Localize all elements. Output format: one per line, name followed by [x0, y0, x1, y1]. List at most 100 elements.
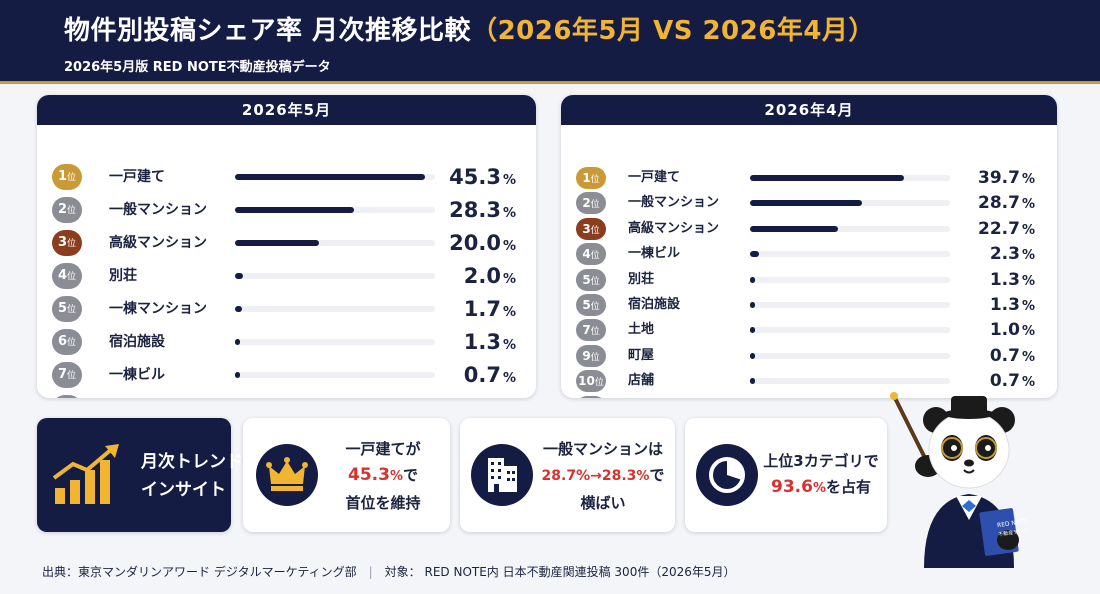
ranking-row: 5位 別荘 1.3% [561, 265, 1057, 295]
panel-title-april: 2026年4月 [561, 95, 1057, 125]
rank-number: 7 [57, 367, 68, 382]
value-number: 0.7 [989, 371, 1020, 392]
rank-suffix: 位 [590, 251, 600, 262]
category-label: 宿泊施設 [628, 297, 681, 312]
trend-label-line2: インサイト [141, 480, 226, 500]
ranking-row: 1位 一戸建て 45.3% [37, 162, 536, 192]
value-number: 1.3 [989, 295, 1020, 315]
rank-badge: 5位 [576, 268, 606, 291]
bar-fill [235, 306, 243, 312]
bar-fill [750, 200, 862, 207]
rank-number: 6 [57, 334, 68, 349]
crown-icon [256, 444, 318, 506]
value-number: 2.0 [463, 264, 501, 288]
rank-suffix: 位 [590, 276, 600, 287]
rank-badge: 3位 [52, 230, 82, 256]
rank-number: 4 [57, 268, 68, 283]
card3-unit: % [812, 481, 826, 496]
rank-number: 5 [57, 301, 68, 316]
category-label: 店舗 [628, 373, 655, 389]
rank-number: 5 [582, 298, 591, 312]
rank-badge: 7位 [576, 319, 606, 342]
bar-track [750, 327, 950, 334]
value-unit: % [1021, 299, 1035, 314]
category-label: 別荘 [109, 268, 137, 284]
value-label: 0.7% [464, 360, 516, 390]
card1-line3: 首位を維持 [345, 494, 421, 512]
chart-panel-may: 2026年5月 1位 一戸建て 45.3% 2位 一般マンション 28.3% 3位 高級マンシ… [37, 95, 536, 398]
bar-track [750, 175, 950, 181]
value-number: 1.0 [989, 320, 1020, 341]
ranking-row: 10位 倉庫 0.7% [561, 392, 1057, 398]
ranking-row: 3位 高級マンション 20.0% [37, 228, 536, 258]
rank-badge: 2位 [576, 192, 606, 215]
value-number: 0.7 [463, 363, 501, 387]
value-number: 1.7 [463, 297, 501, 321]
value-unit: % [502, 173, 516, 188]
value-label: 1.0% [990, 315, 1035, 345]
insight-text-detached: 一戸建てが 45.3%で 首位を維持 [327, 436, 439, 516]
card1-line2: 45.3%で [327, 462, 439, 490]
category-label: 一般マンション [628, 195, 720, 211]
value-label: 0.7% [464, 393, 516, 398]
value-unit: % [502, 239, 516, 254]
rank-number: 1 [57, 169, 68, 184]
insight-text-mansion: 一般マンションは 28.7%→28.3%で 横ばい [536, 436, 670, 516]
ranking-row: 2位 一般マンション 28.7% [561, 188, 1057, 218]
bar-track [750, 276, 950, 283]
category-label: 別荘 [628, 271, 655, 287]
rank-suffix: 位 [67, 173, 77, 183]
trend-label-line1: 月次トレンド [141, 452, 243, 472]
ranking-row: 3位 高級マンション 22.7% [561, 214, 1057, 244]
ranking-row: 9位 町屋 0.7% [561, 341, 1057, 371]
category-label: 高級マンション [628, 220, 720, 236]
ranking-row: 6位 宿泊施設 1.3% [37, 327, 536, 357]
rank-badge: 1位 [576, 167, 606, 189]
bar-fill [235, 207, 354, 213]
value-unit: % [1021, 324, 1035, 340]
ranking-row: 4位 一棟ビル 2.3% [561, 239, 1057, 269]
footer-separator: | [368, 565, 373, 579]
chart-panel-april: 2026年4月 1位 一戸建て 39.7% 2位 一般マンション 28.7% 3位 高級マンシ… [561, 95, 1057, 398]
category-label: 一棟マンション [109, 301, 207, 317]
rank-suffix: 位 [590, 327, 600, 338]
value-number: 20.0 [449, 231, 501, 255]
value-unit: % [502, 206, 516, 221]
mascot-book-line1: RED NOTE [997, 518, 1029, 529]
value-number: 28.7 [978, 193, 1020, 214]
category-label: 高級マンション [109, 235, 207, 251]
ranking-row: 10位 店舗 0.7% [561, 366, 1057, 396]
value-label: 28.3% [449, 195, 516, 225]
value-number: 2.3 [989, 244, 1020, 265]
value-number: 0.7 [990, 397, 1020, 398]
value-unit: % [1021, 248, 1035, 264]
rank-suffix: 位 [590, 352, 600, 363]
value-number: 39.7 [978, 168, 1020, 188]
rising-bar-chart-icon [52, 444, 119, 504]
bar-fill [750, 225, 839, 232]
ranking-row: 1位 一戸建て 39.7% [561, 163, 1057, 193]
building-icon [471, 444, 533, 506]
bar-track [750, 225, 950, 232]
bar-fill [750, 251, 759, 258]
card2-from: 28.7% [541, 468, 591, 484]
ranking-row: 7位 店舗 0.7% [37, 393, 536, 398]
bar-track [750, 200, 950, 207]
header-banner: 物件別投稿シェア率 月次推移比較（2026年5月 VS 2026年4月） 202… [0, 0, 1100, 84]
footer-source-text: 出典：東京マンダリンアワード デジタルマーケティング部 [42, 565, 357, 579]
rank-badge: 7位 [52, 395, 82, 398]
card3-line2: 93.6%を占有 [761, 474, 881, 502]
value-unit: % [1021, 375, 1035, 391]
card3-value: 93.6 [771, 477, 813, 497]
bar-fill [750, 378, 755, 385]
value-label: 1.3% [464, 327, 516, 357]
category-label: 町屋 [628, 347, 655, 363]
rank-number: 10 [578, 374, 595, 389]
bar-fill [235, 273, 244, 279]
value-number: 22.7 [978, 218, 1020, 239]
rank-badge: 10位 [576, 395, 606, 398]
bar-track [750, 378, 950, 385]
card2-suffix: で [649, 466, 665, 484]
rank-suffix: 位 [590, 200, 600, 211]
value-number: 1.3 [463, 330, 501, 354]
